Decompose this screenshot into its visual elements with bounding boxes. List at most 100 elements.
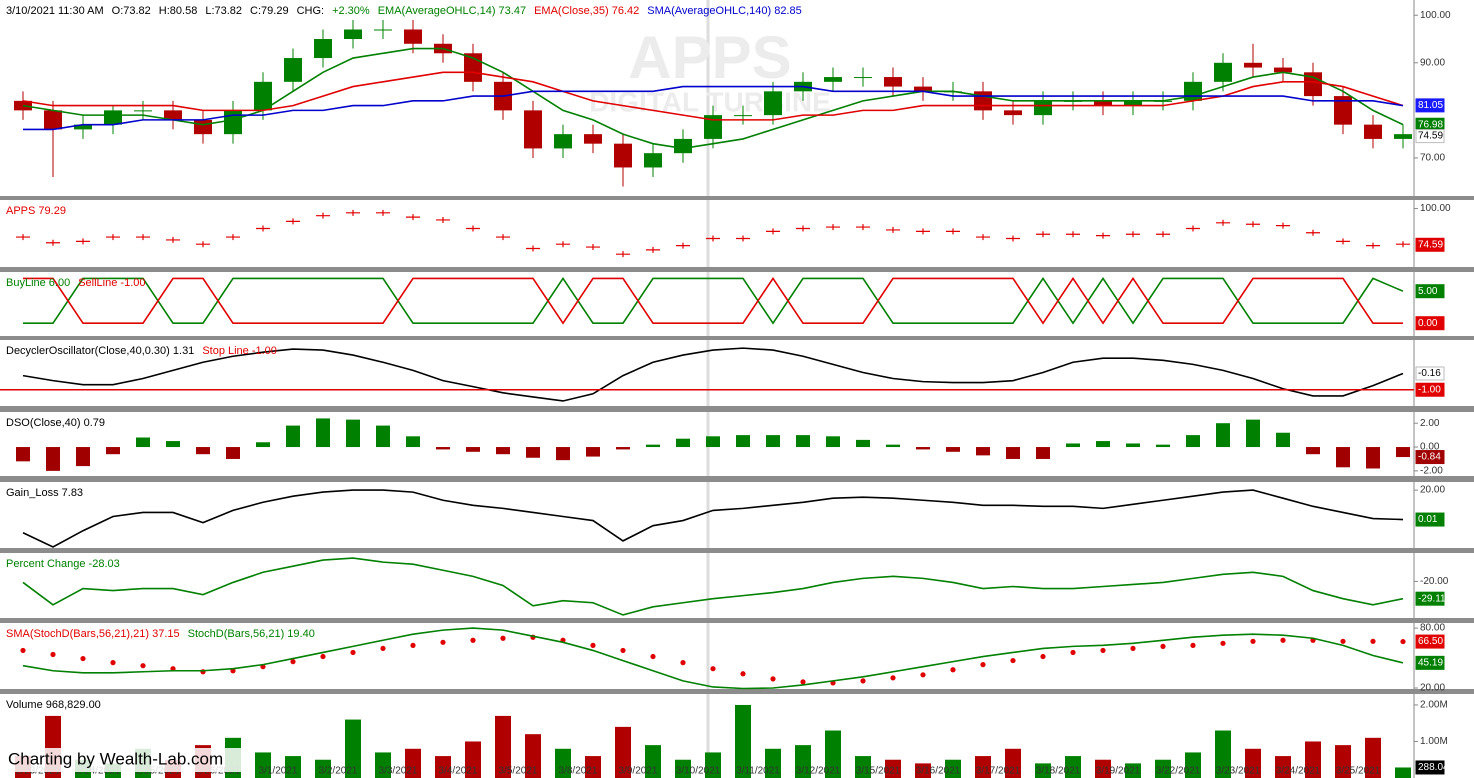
candle-body bbox=[44, 110, 62, 130]
x-tick-label: 3/2/2021 bbox=[319, 766, 358, 777]
histogram-bar bbox=[886, 444, 900, 448]
histogram-bar bbox=[16, 447, 30, 462]
histogram-bar bbox=[1096, 441, 1110, 448]
volume-bar bbox=[375, 752, 391, 778]
histogram-bar bbox=[286, 425, 300, 448]
legend-item: 3/10/2021 11:30 AM bbox=[6, 5, 104, 17]
legend-item: SMA(StochD(Bars,56,21),21) 37.15 bbox=[6, 628, 180, 640]
histogram-bar bbox=[196, 447, 210, 455]
pane-separator bbox=[0, 476, 1474, 482]
histogram-bar bbox=[766, 435, 780, 448]
close-tick bbox=[316, 212, 330, 219]
close-tick bbox=[526, 245, 540, 252]
close-tick bbox=[1156, 231, 1170, 238]
volume-bar bbox=[1095, 759, 1111, 778]
close-tick bbox=[1036, 231, 1050, 238]
close-tick bbox=[346, 209, 360, 216]
histogram-bar bbox=[1126, 443, 1140, 448]
histogram-bar bbox=[166, 441, 180, 448]
close-tick bbox=[1066, 231, 1080, 238]
pane-separator bbox=[0, 336, 1474, 340]
dot bbox=[140, 663, 146, 669]
candle-body bbox=[914, 86, 932, 92]
candle-body bbox=[704, 115, 722, 139]
candle-body bbox=[1034, 100, 1052, 116]
close-tick bbox=[196, 241, 210, 248]
value-badge-label: -0.16 bbox=[1418, 368, 1441, 379]
volume-bar bbox=[1005, 748, 1021, 778]
candle-body bbox=[1004, 110, 1022, 116]
legend-item: L:73.82 bbox=[205, 5, 242, 17]
value-badge bbox=[1415, 634, 1445, 649]
value-badge-label: -1.00 bbox=[1418, 384, 1441, 395]
dot bbox=[890, 675, 896, 681]
volume-bar bbox=[405, 748, 421, 778]
candle-body bbox=[254, 81, 272, 111]
histogram-bar bbox=[826, 436, 840, 448]
x-tick-label: 3/9/2021 bbox=[619, 766, 658, 777]
dot bbox=[1370, 638, 1376, 644]
legend-item: O:73.82 bbox=[112, 5, 151, 17]
value-badge-label: 74.59 bbox=[1418, 131, 1443, 142]
x-tick-label: 3/23/2021 bbox=[1216, 766, 1261, 777]
candle-body bbox=[644, 153, 662, 168]
x-tick-label: 3/4/2021 bbox=[439, 766, 478, 777]
x-tick-label: 3/17/2021 bbox=[976, 766, 1021, 777]
y-tick-label: 70.00 bbox=[1420, 153, 1445, 164]
y-tick-label: -20.00 bbox=[1420, 576, 1449, 587]
y-tick-label: -2.00 bbox=[1420, 466, 1443, 477]
value-badge bbox=[1415, 366, 1445, 381]
histogram-bar bbox=[436, 447, 450, 450]
value-badge bbox=[1415, 382, 1445, 397]
histogram-bar bbox=[976, 447, 990, 456]
volume-bar bbox=[1275, 756, 1291, 778]
dot bbox=[860, 678, 866, 684]
candle-body bbox=[884, 77, 902, 87]
close-tick bbox=[766, 228, 780, 235]
candle-body bbox=[614, 143, 632, 168]
histogram-bar bbox=[706, 436, 720, 448]
value-badge-label: -0.84 bbox=[1418, 452, 1441, 463]
candle-body bbox=[674, 138, 692, 154]
candle-body bbox=[554, 134, 572, 149]
dot bbox=[710, 666, 716, 672]
histogram-bar bbox=[526, 447, 540, 458]
legend-item: DecyclerOscillator(Close,40,0.30) 1.31 bbox=[6, 345, 194, 357]
volume-bar bbox=[1065, 756, 1081, 778]
series-line bbox=[22, 47, 1404, 150]
close-tick bbox=[916, 228, 930, 235]
legend-item: Gain_Loss 7.83 bbox=[6, 487, 83, 499]
volume-bar bbox=[885, 759, 901, 778]
legend-item: SMA(AverageOHLC,140) 82.85 bbox=[647, 5, 802, 17]
dot bbox=[1100, 647, 1106, 654]
candle-body bbox=[104, 110, 122, 125]
dot bbox=[1280, 637, 1286, 643]
volume-bar bbox=[1185, 752, 1201, 778]
dot bbox=[410, 642, 416, 648]
volume-bar bbox=[1305, 741, 1321, 778]
value-badge-label: 0.01 bbox=[1418, 514, 1438, 525]
close-tick bbox=[736, 235, 750, 242]
legend-item: +2.30% bbox=[332, 5, 370, 17]
dot bbox=[470, 637, 476, 643]
candle-body bbox=[224, 110, 242, 135]
volume-bar bbox=[975, 756, 991, 778]
candle-body bbox=[314, 39, 332, 59]
histogram-bar bbox=[1276, 432, 1290, 448]
pane-separator bbox=[0, 618, 1474, 623]
candle-body bbox=[284, 58, 302, 82]
close-tick bbox=[136, 234, 150, 241]
candle-body bbox=[734, 115, 752, 117]
close-tick bbox=[1096, 232, 1110, 239]
volume-bar bbox=[645, 745, 661, 778]
close-tick bbox=[856, 224, 870, 231]
histogram-bar bbox=[916, 447, 930, 450]
x-tick-label: 3/22/2021 bbox=[1156, 766, 1201, 777]
dot bbox=[590, 642, 596, 648]
dot bbox=[980, 662, 986, 668]
close-tick bbox=[946, 228, 960, 235]
volume-bar bbox=[945, 759, 961, 778]
close-tick bbox=[646, 246, 660, 253]
dot bbox=[1340, 638, 1346, 644]
